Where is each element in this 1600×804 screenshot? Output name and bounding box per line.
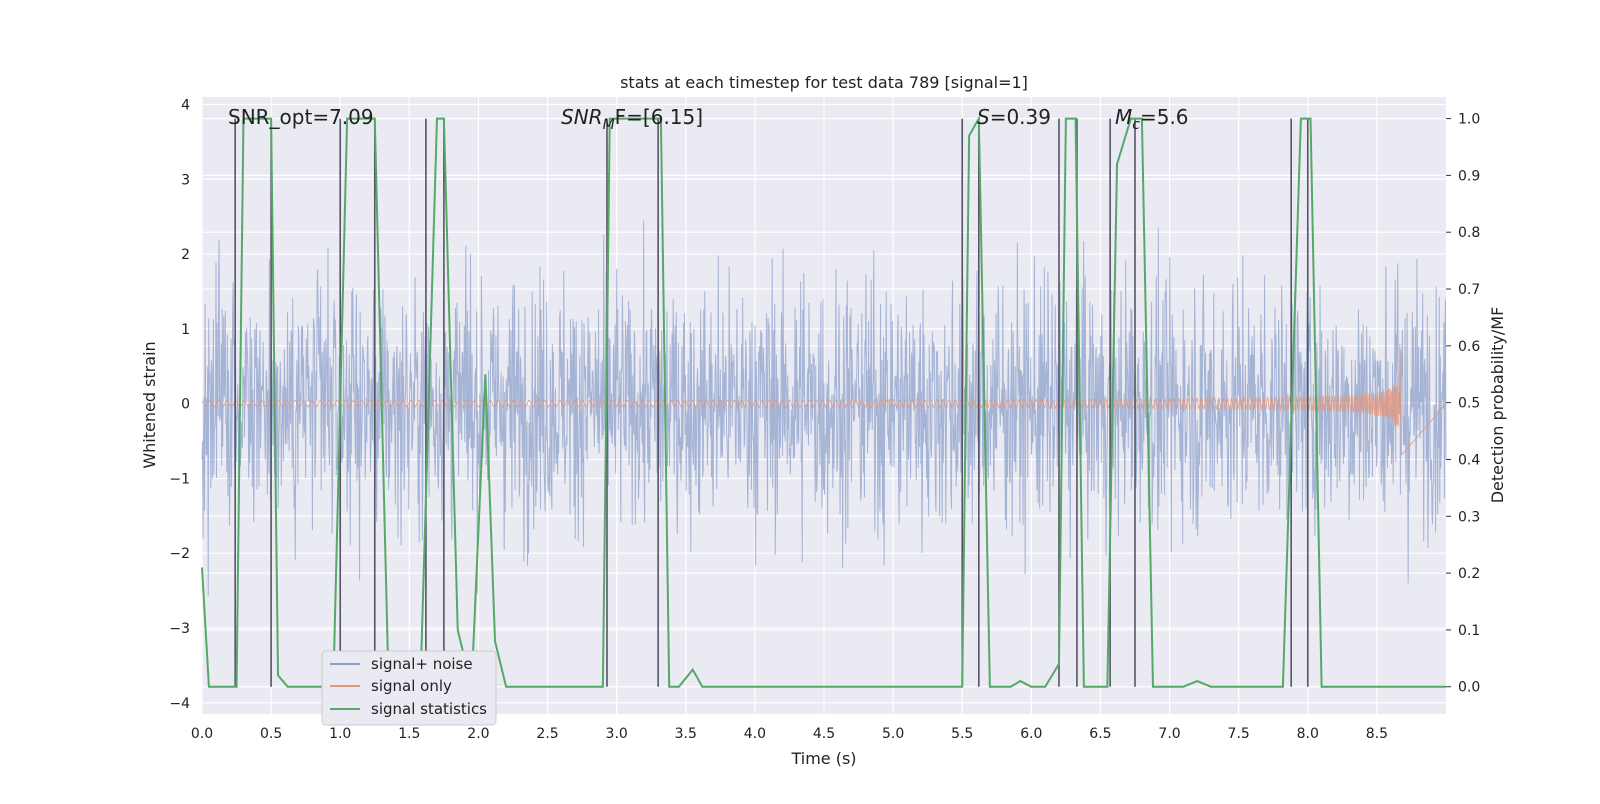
annotation-spin: S=0.39 xyxy=(977,105,1051,129)
x-tick-label: 4.0 xyxy=(744,726,766,742)
legend-label-signal-statistics: signal statistics xyxy=(371,700,487,718)
y-axis-label-right: Detection probability/MF xyxy=(1488,307,1507,504)
annotation-chirp-mass-rest: =5.6 xyxy=(1140,105,1189,129)
x-tick-label: 0.5 xyxy=(260,726,282,742)
chart-title: stats at each timestep for test data 789… xyxy=(620,73,1028,92)
annotation-snr-opt: SNR_opt=7.09 xyxy=(228,105,374,129)
x-tick-label: 7.5 xyxy=(1228,726,1250,742)
y-left-tick-label: −4 xyxy=(169,696,190,712)
annotation-spin-main: S xyxy=(977,105,990,129)
signal-statistics-layer xyxy=(201,114,1446,688)
annotation-snr-mf-main: SNR xyxy=(561,105,603,129)
signal-noise-layer xyxy=(201,220,1447,596)
x-tick-label: 1.0 xyxy=(329,726,351,742)
annotation-snr-mf-rest: F=[6.15] xyxy=(615,105,703,129)
signal-only-line xyxy=(201,349,1447,456)
y-right-tick-label: 0.2 xyxy=(1458,566,1480,582)
x-tick-label: 6.5 xyxy=(1089,726,1111,742)
x-tick-label: 5.0 xyxy=(882,726,904,742)
x-tick-label: 7.0 xyxy=(1158,726,1180,742)
y-right-tick-label: 0.5 xyxy=(1458,396,1480,412)
y-right-tick-label: 0.8 xyxy=(1458,225,1480,241)
x-tick-label: 3.5 xyxy=(675,726,697,742)
annotation-chirp-mass-sub: c xyxy=(1132,117,1140,133)
x-tick-label: 4.5 xyxy=(813,726,835,742)
annotation-chirp-mass: Mc=5.6 xyxy=(1115,105,1189,133)
legend-label-signal-only: signal only xyxy=(371,677,452,695)
y-left-tick-label: −3 xyxy=(169,621,190,637)
y-right-tick-label: 0.6 xyxy=(1458,339,1480,355)
y-left-tick-label: 1 xyxy=(181,322,190,338)
y-left-tick-label: 4 xyxy=(181,97,190,113)
annotation-snr-mf-sub: M xyxy=(603,117,615,133)
x-tick-label: 8.0 xyxy=(1297,726,1319,742)
signal-statistics-line xyxy=(201,114,1446,688)
y-axis-label-left: Whitened strain xyxy=(140,341,159,468)
tick-layer: 0.0 0.5 1.0 1.5 2.0 2.5 3.0 3.5 4.0 4.5 5.0 5.5 6.0 6… xyxy=(169,97,1480,742)
y-right-tick-label: 0.1 xyxy=(1458,623,1480,639)
x-tick-label: 5.5 xyxy=(951,726,973,742)
annotation-chirp-mass-main: M xyxy=(1115,105,1132,129)
y-right-tick-label: 0.7 xyxy=(1458,282,1480,298)
y-right-tick-label: 0.3 xyxy=(1458,509,1480,525)
signal-noise-line xyxy=(201,220,1447,596)
x-axis-label: Time (s) xyxy=(790,749,856,768)
legend-label-signal-noise: signal+ noise xyxy=(371,655,473,673)
y-left-tick-label: 0 xyxy=(181,397,190,413)
y-left-tick-label: 2 xyxy=(181,247,190,263)
x-tick-label: 2.0 xyxy=(467,726,489,742)
y-right-tick-label: 1.0 xyxy=(1458,112,1480,128)
x-tick-label: 8.5 xyxy=(1366,726,1388,742)
x-tick-label: 6.0 xyxy=(1020,726,1042,742)
signal-only-layer xyxy=(201,349,1447,456)
y-left-tick-label: −1 xyxy=(169,471,190,487)
annotation-spin-rest: =0.39 xyxy=(990,105,1051,129)
y-left-tick-label: 3 xyxy=(181,172,190,188)
x-tick-label: 2.5 xyxy=(536,726,558,742)
x-tick-label: 0.0 xyxy=(191,726,213,742)
x-tick-label: 1.5 xyxy=(398,726,420,742)
legend: signal+ noise signal only signal statist… xyxy=(321,650,497,726)
annotation-snr-mf: SNRMF=[6.15] xyxy=(561,105,703,133)
y-left-tick-label: −2 xyxy=(169,546,190,562)
y-right-tick-label: 0.0 xyxy=(1458,680,1480,696)
legend-box xyxy=(321,650,497,726)
y-right-tick-label: 0.9 xyxy=(1458,168,1480,184)
y-right-tick-label: 0.4 xyxy=(1458,452,1480,468)
x-tick-label: 3.0 xyxy=(606,726,628,742)
